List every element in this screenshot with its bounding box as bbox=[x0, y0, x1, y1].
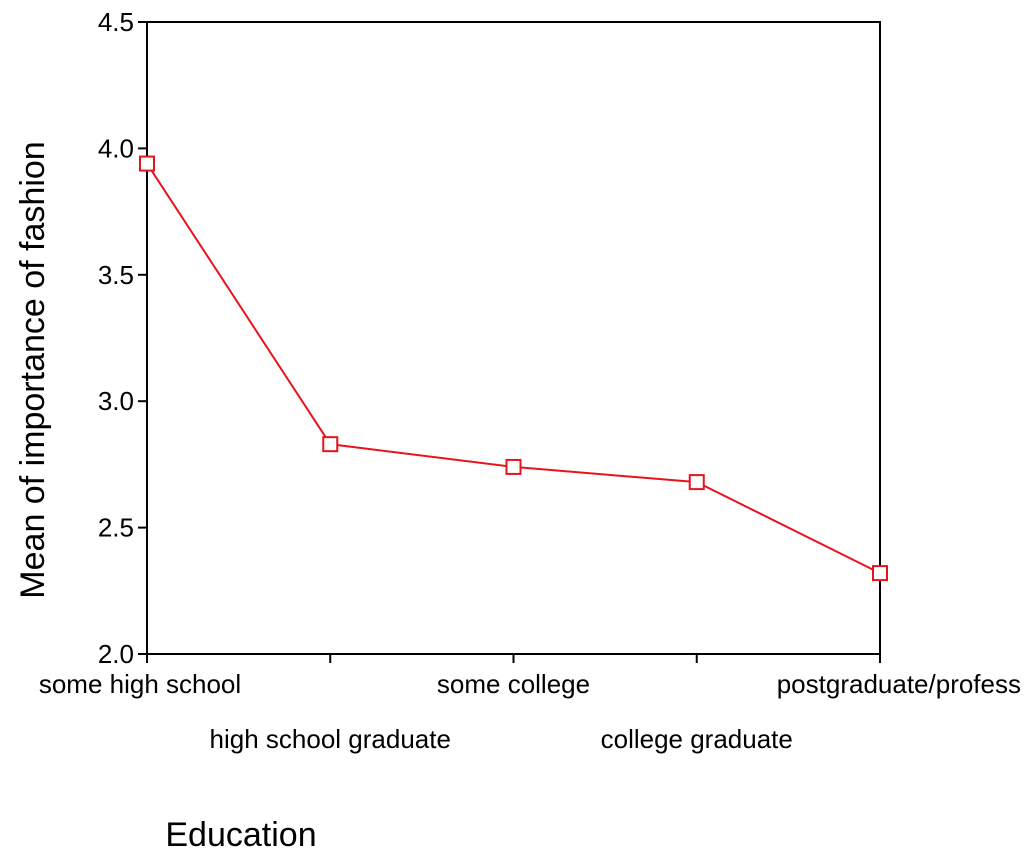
series-group bbox=[139, 155, 888, 582]
data-point-marker bbox=[505, 458, 522, 475]
data-point-marker bbox=[139, 155, 155, 172]
y-axis-title: Mean of importance of fashion bbox=[14, 141, 52, 598]
y-tick-label: 2.5 bbox=[98, 513, 134, 543]
y-tick-label: 2.0 bbox=[98, 639, 134, 669]
x-tick-label: postgraduate/profess bbox=[777, 669, 1021, 699]
series-line bbox=[146, 163, 881, 574]
data-point-marker bbox=[688, 474, 705, 491]
plot-frame bbox=[146, 21, 881, 655]
y-tick-label: 3.0 bbox=[98, 386, 134, 416]
x-tick-label: college graduate bbox=[601, 724, 793, 754]
x-tick-label: high school graduate bbox=[210, 724, 451, 754]
x-tick-label: some high school bbox=[39, 669, 241, 699]
x-axis-ticks: some high school high school graduate some… bbox=[39, 654, 1021, 754]
y-tick-label: 3.5 bbox=[98, 260, 134, 290]
data-point-marker bbox=[322, 436, 339, 453]
y-tick-label: 4.5 bbox=[98, 7, 134, 37]
data-point-marker bbox=[872, 565, 888, 582]
y-tick-label: 4.0 bbox=[98, 133, 134, 163]
y-axis-ticks: 2.0 2.5 3.0 3.5 4.0 4.5 bbox=[98, 7, 147, 669]
x-axis-title: Education bbox=[165, 816, 316, 854]
x-tick-label: some college bbox=[437, 669, 590, 699]
